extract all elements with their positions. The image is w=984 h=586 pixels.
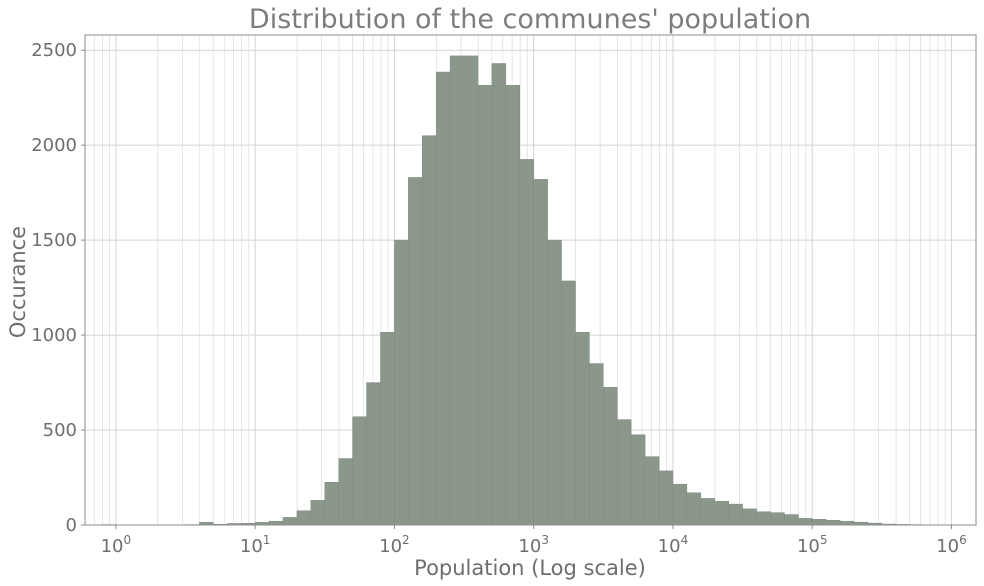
plot-frame: [84, 34, 977, 526]
y-tick-label: 2500: [31, 40, 77, 61]
histogram-bar: [338, 458, 353, 526]
histogram-bar: [519, 159, 534, 526]
y-axis-label: Occurance: [6, 226, 30, 338]
histogram-bar: [449, 55, 465, 526]
x-tick-label: 105: [797, 533, 828, 557]
histogram-bar: [380, 331, 395, 526]
histogram-bar: [589, 363, 604, 526]
y-tick-label: 0: [66, 515, 77, 536]
histogram-bar: [714, 501, 729, 526]
histogram-bar: [811, 519, 827, 526]
histogram-bar: [770, 512, 785, 526]
histogram-bar: [268, 520, 284, 526]
y-tick-labels: 0 500 1000 1500 2000 2500: [31, 40, 85, 536]
histogram-bar: [533, 179, 548, 526]
y-tick-label: 1000: [31, 325, 77, 346]
histogram-bar: [435, 71, 451, 526]
x-tick-label: 106: [936, 533, 967, 557]
histogram-bar: [784, 514, 799, 526]
histogram-bars: [101, 55, 952, 526]
histogram-bar: [408, 177, 423, 526]
histogram-bar: [575, 331, 590, 526]
histogram-bar: [686, 492, 702, 526]
y-tick-label: 1500: [31, 230, 77, 251]
histogram-bar: [616, 419, 632, 526]
histogram-bar: [491, 63, 507, 526]
histogram-bar: [282, 517, 298, 526]
histogram-bar: [547, 239, 562, 526]
histogram-bar: [672, 483, 688, 526]
histogram-bar: [700, 498, 715, 526]
histogram-bar: [352, 416, 367, 526]
x-tick-labels: 100 101 102 103 104 105 106: [101, 525, 967, 557]
x-tick-label: 103: [518, 533, 549, 557]
chart-title: Distribution of the communes' population: [249, 4, 811, 35]
histogram-bar: [505, 85, 521, 526]
histogram-bar: [603, 387, 618, 526]
histogram-bar: [728, 503, 743, 526]
histogram-bar: [742, 508, 757, 526]
y-tick-label: 500: [43, 420, 77, 441]
histogram-bar: [324, 482, 339, 526]
histogram-bar: [296, 510, 312, 526]
histogram-bar: [477, 85, 493, 526]
histogram-bar: [756, 511, 771, 526]
histogram-bar: [825, 520, 841, 526]
histogram-bar: [422, 135, 437, 526]
histogram-bar: [839, 520, 855, 526]
histogram-bar: [561, 280, 576, 526]
histogram-bar: [310, 500, 326, 526]
x-tick-label: 104: [658, 533, 689, 557]
x-axis-label: Population (Log scale): [414, 556, 646, 580]
histogram-bar: [644, 456, 660, 526]
histogram-bar: [658, 470, 674, 526]
y-tick-label: 2000: [31, 135, 77, 156]
histogram-bar: [463, 55, 479, 526]
x-tick-label: 102: [379, 533, 410, 557]
x-tick-label: 100: [101, 533, 132, 557]
histogram-bar: [394, 239, 409, 526]
histogram-bar: [366, 382, 381, 526]
histogram-bar: [630, 434, 646, 526]
x-tick-label: 101: [240, 533, 271, 557]
histogram-bar: [798, 518, 813, 526]
